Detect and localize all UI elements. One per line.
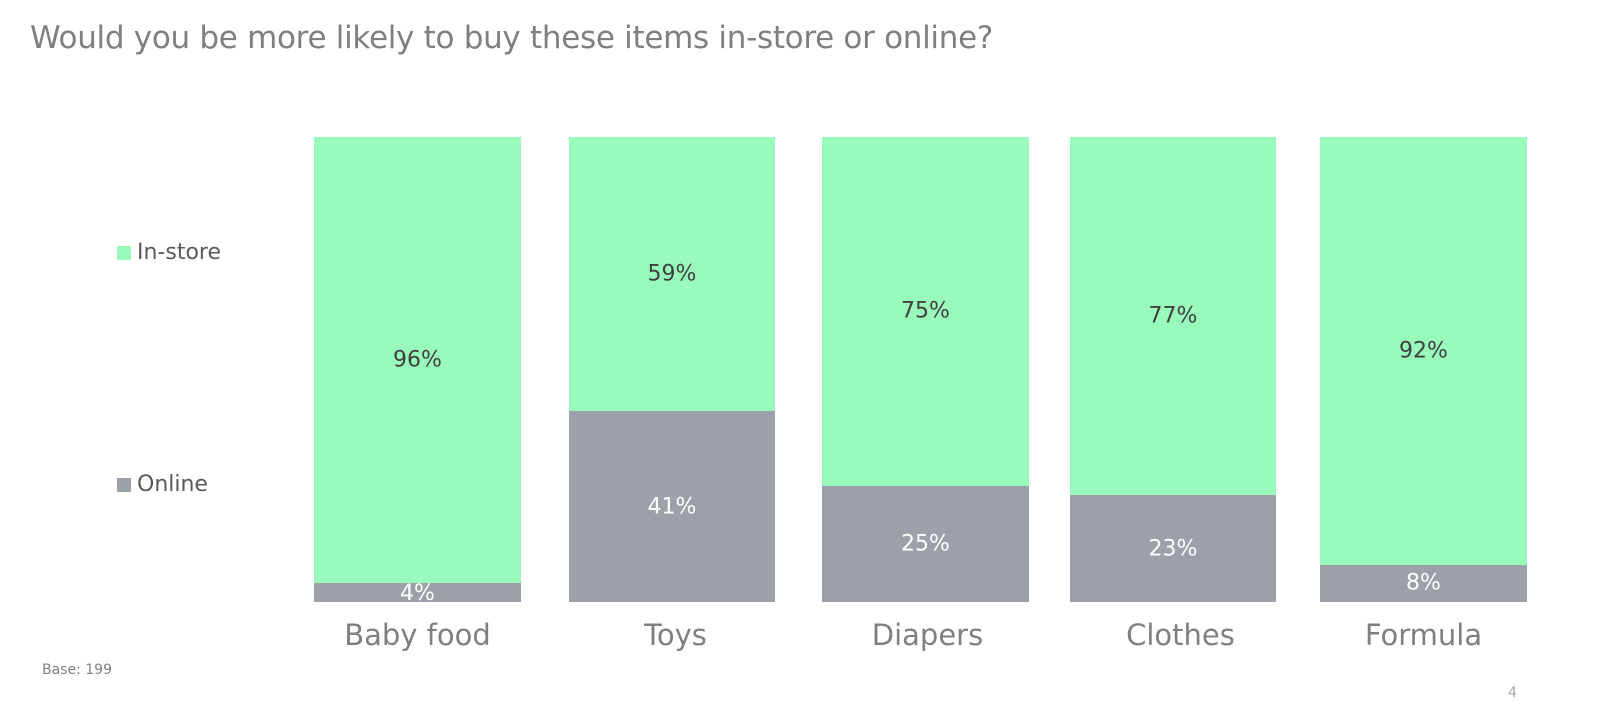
legend-label-instore: In-store	[137, 240, 222, 265]
data-label: 4%	[400, 580, 435, 606]
data-label: 96%	[393, 347, 442, 373]
data-label: 77%	[1148, 303, 1198, 329]
category-label-diapers: Diapers	[871, 618, 984, 652]
legend-item-online: Online	[117, 472, 208, 497]
bar-segment-instore: 96%	[314, 137, 521, 584]
base-note: Base: 199	[42, 662, 112, 678]
legend-swatch-instore	[117, 245, 131, 260]
bar-clothes: 77% 23%	[1070, 137, 1276, 602]
legend-label-online: Online	[137, 472, 208, 497]
bar-segment-instore: 75%	[822, 137, 1029, 486]
bar-toys: 59% 41%	[569, 137, 775, 602]
page-title: Would you be more likely to buy these it…	[30, 20, 994, 56]
data-label: 75%	[901, 298, 950, 324]
bar-segment-online: 23%	[1070, 495, 1276, 602]
bar-segment-online: 8%	[1320, 564, 1527, 602]
data-label: 23%	[1148, 536, 1198, 562]
category-label-clothes: Clothes	[1126, 618, 1235, 652]
bar-segment-instore: 77%	[1070, 137, 1276, 496]
data-label: 25%	[901, 531, 950, 557]
category-label-formula: Formula	[1364, 618, 1483, 652]
category-label-toys: Toys	[644, 618, 707, 652]
bar-segment-instore: 92%	[1320, 137, 1527, 565]
data-label: 41%	[647, 494, 697, 520]
legend-swatch-online	[117, 477, 131, 492]
page-number: 4	[1508, 685, 1517, 701]
bar-diapers: 75% 25%	[822, 137, 1029, 602]
data-label: 59%	[647, 261, 697, 287]
legend-item-instore: In-store	[117, 240, 221, 265]
data-label: 92%	[1399, 338, 1448, 364]
data-label: 8%	[1406, 570, 1441, 596]
bar-segment-online: 25%	[822, 485, 1029, 602]
bar-formula: 92% 8%	[1320, 137, 1527, 602]
bar-segment-online: 41%	[569, 411, 775, 602]
bar-segment-online: 4%	[314, 581, 521, 606]
bar-baby-food: 96% 4%	[314, 137, 521, 606]
bar-segment-instore: 59%	[569, 137, 775, 412]
category-label-baby-food: Baby food	[344, 618, 491, 652]
